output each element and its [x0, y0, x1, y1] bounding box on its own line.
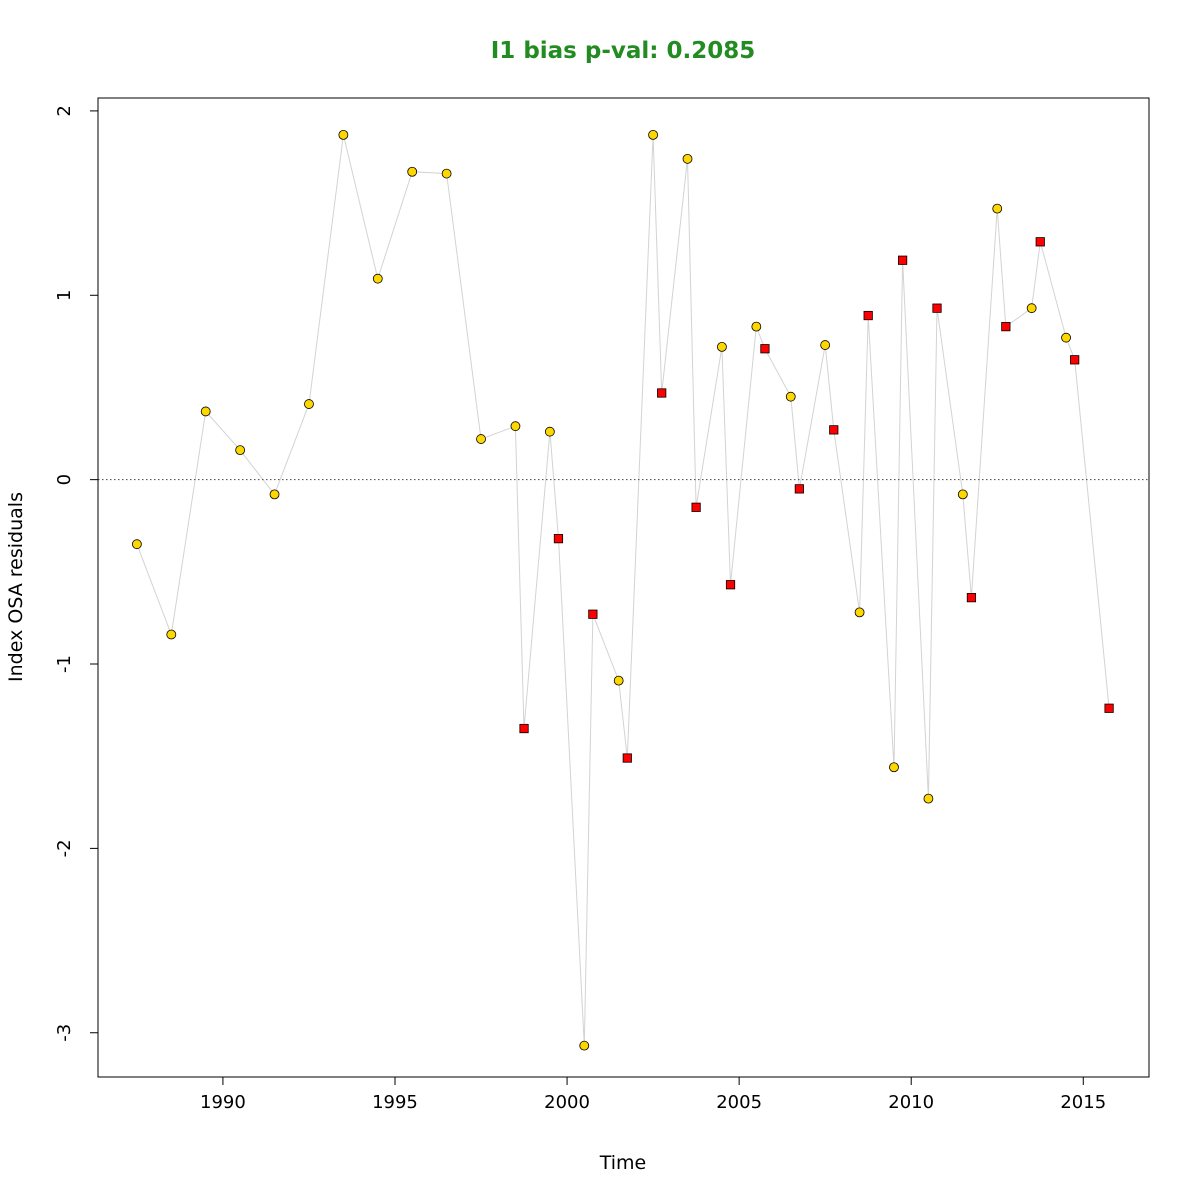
connector-lines [136, 134, 1110, 1046]
x-tick-label: 2005 [716, 1092, 762, 1113]
data-point-square [794, 484, 804, 494]
data-point-circle [717, 341, 727, 352]
y-tick-label: 2 [54, 105, 75, 116]
data-point-circle [544, 426, 555, 437]
data-point-circle [785, 391, 796, 402]
data-point-square [932, 303, 942, 313]
data-point-circle [682, 153, 693, 164]
data-point-circle [1026, 303, 1037, 314]
chart-title: I1 bias p-val: 0.2085 [491, 38, 756, 64]
y-axis-label: Index OSA residuals [5, 492, 27, 682]
plot-frame [97, 97, 1150, 1078]
data-point-circle [372, 273, 383, 284]
data-point-circle [510, 421, 521, 432]
data-point-circle [441, 168, 452, 179]
data-point-circle [923, 793, 934, 804]
data-points [131, 129, 1114, 1051]
x-axis: 1990 1995 2000 2005 2010 2015 [200, 1076, 1106, 1113]
data-point-square [657, 388, 667, 398]
data-point-circle [131, 539, 142, 550]
data-point-circle [407, 166, 418, 177]
series-connector-line [136, 134, 1110, 1046]
data-point-square [1001, 322, 1011, 332]
data-point-circle [992, 203, 1003, 214]
data-point-square [1104, 703, 1114, 713]
data-point-circle [648, 129, 658, 140]
data-point-square [966, 593, 977, 603]
data-point-circle [889, 762, 899, 773]
data-point-circle [166, 629, 177, 640]
y-tick-label: 1 [54, 290, 75, 301]
x-tick-label: 2010 [888, 1092, 934, 1113]
data-point-circle [304, 399, 314, 409]
data-point-circle [957, 489, 968, 500]
data-point-square [1070, 355, 1080, 365]
data-point-square [1035, 237, 1045, 247]
y-tick-label: -2 [54, 839, 75, 857]
x-tick-label: 2000 [544, 1092, 590, 1113]
y-axis: -3 -2 -1 0 1 2 [54, 105, 99, 1042]
data-point-circle [338, 129, 349, 140]
y-tick-label: 0 [54, 474, 75, 485]
data-point-circle [751, 321, 762, 332]
y-tick-label: -1 [54, 655, 75, 673]
data-point-circle [200, 406, 211, 417]
data-point-square [588, 609, 598, 619]
data-point-circle [820, 340, 831, 350]
data-point-circle [613, 675, 624, 686]
data-point-circle [476, 434, 486, 444]
data-point-square [829, 425, 839, 435]
y-tick-label: -3 [54, 1024, 75, 1042]
x-tick-label: 1990 [200, 1092, 246, 1113]
data-point-square [897, 255, 908, 265]
x-axis-label: Time [599, 1152, 647, 1174]
data-point-square [519, 723, 529, 734]
data-point-square [622, 753, 632, 763]
x-tick-label: 2015 [1060, 1092, 1106, 1113]
data-point-square [691, 502, 701, 512]
data-point-circle [854, 607, 865, 618]
data-point-square [553, 534, 564, 544]
data-point-square [725, 580, 736, 590]
data-point-circle [1061, 332, 1071, 343]
data-point-circle [579, 1040, 590, 1051]
data-point-square [760, 344, 770, 354]
data-point-circle [269, 489, 280, 500]
x-tick-label: 1995 [372, 1092, 418, 1113]
data-point-square [863, 310, 873, 321]
data-point-circle [235, 445, 246, 456]
